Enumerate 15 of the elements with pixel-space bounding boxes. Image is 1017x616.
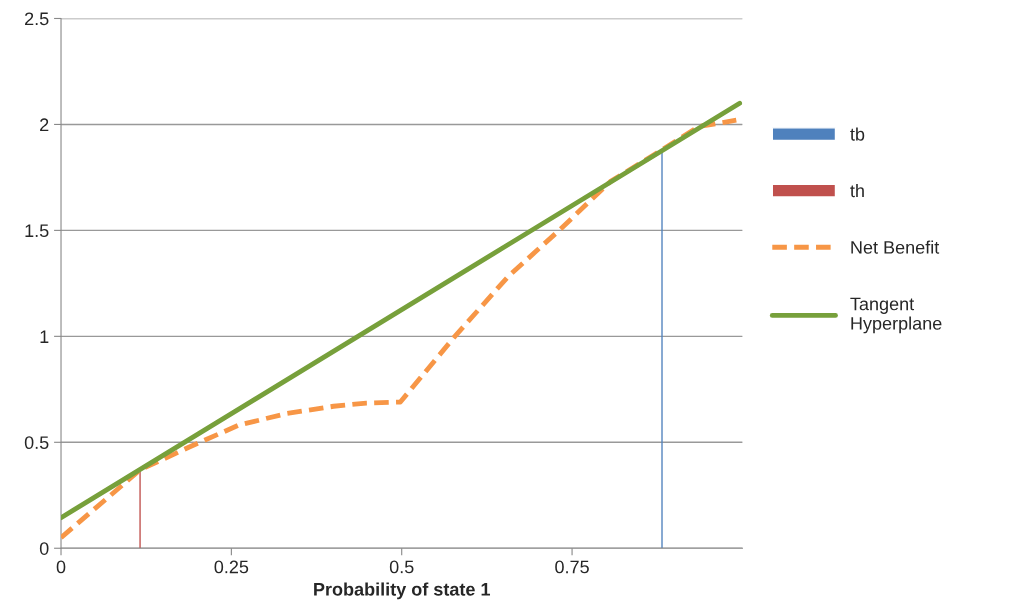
y-tick-label: 0.5 xyxy=(24,436,49,450)
y-tick-label: 0 xyxy=(39,542,49,555)
y-tick-label: 1.5 xyxy=(25,224,49,238)
legend-label: Net Benefit xyxy=(851,240,940,254)
legend-label: th xyxy=(850,183,864,198)
x-tick-label: 0.75 xyxy=(555,560,589,574)
x-tick-label: 0 xyxy=(56,560,66,574)
y-tick-label: 1 xyxy=(40,330,49,343)
x-tick-label: 0.5 xyxy=(389,560,414,574)
y-tick-label: 2.5 xyxy=(25,12,49,26)
legend-label: Tangent Hyperplane xyxy=(850,297,942,334)
legend-label: tb xyxy=(850,127,865,141)
x-axis-title: Probability of state 1 xyxy=(314,582,491,600)
x-tick-label: 0.25 xyxy=(214,560,249,574)
y-tick-label: 2 xyxy=(40,118,49,131)
